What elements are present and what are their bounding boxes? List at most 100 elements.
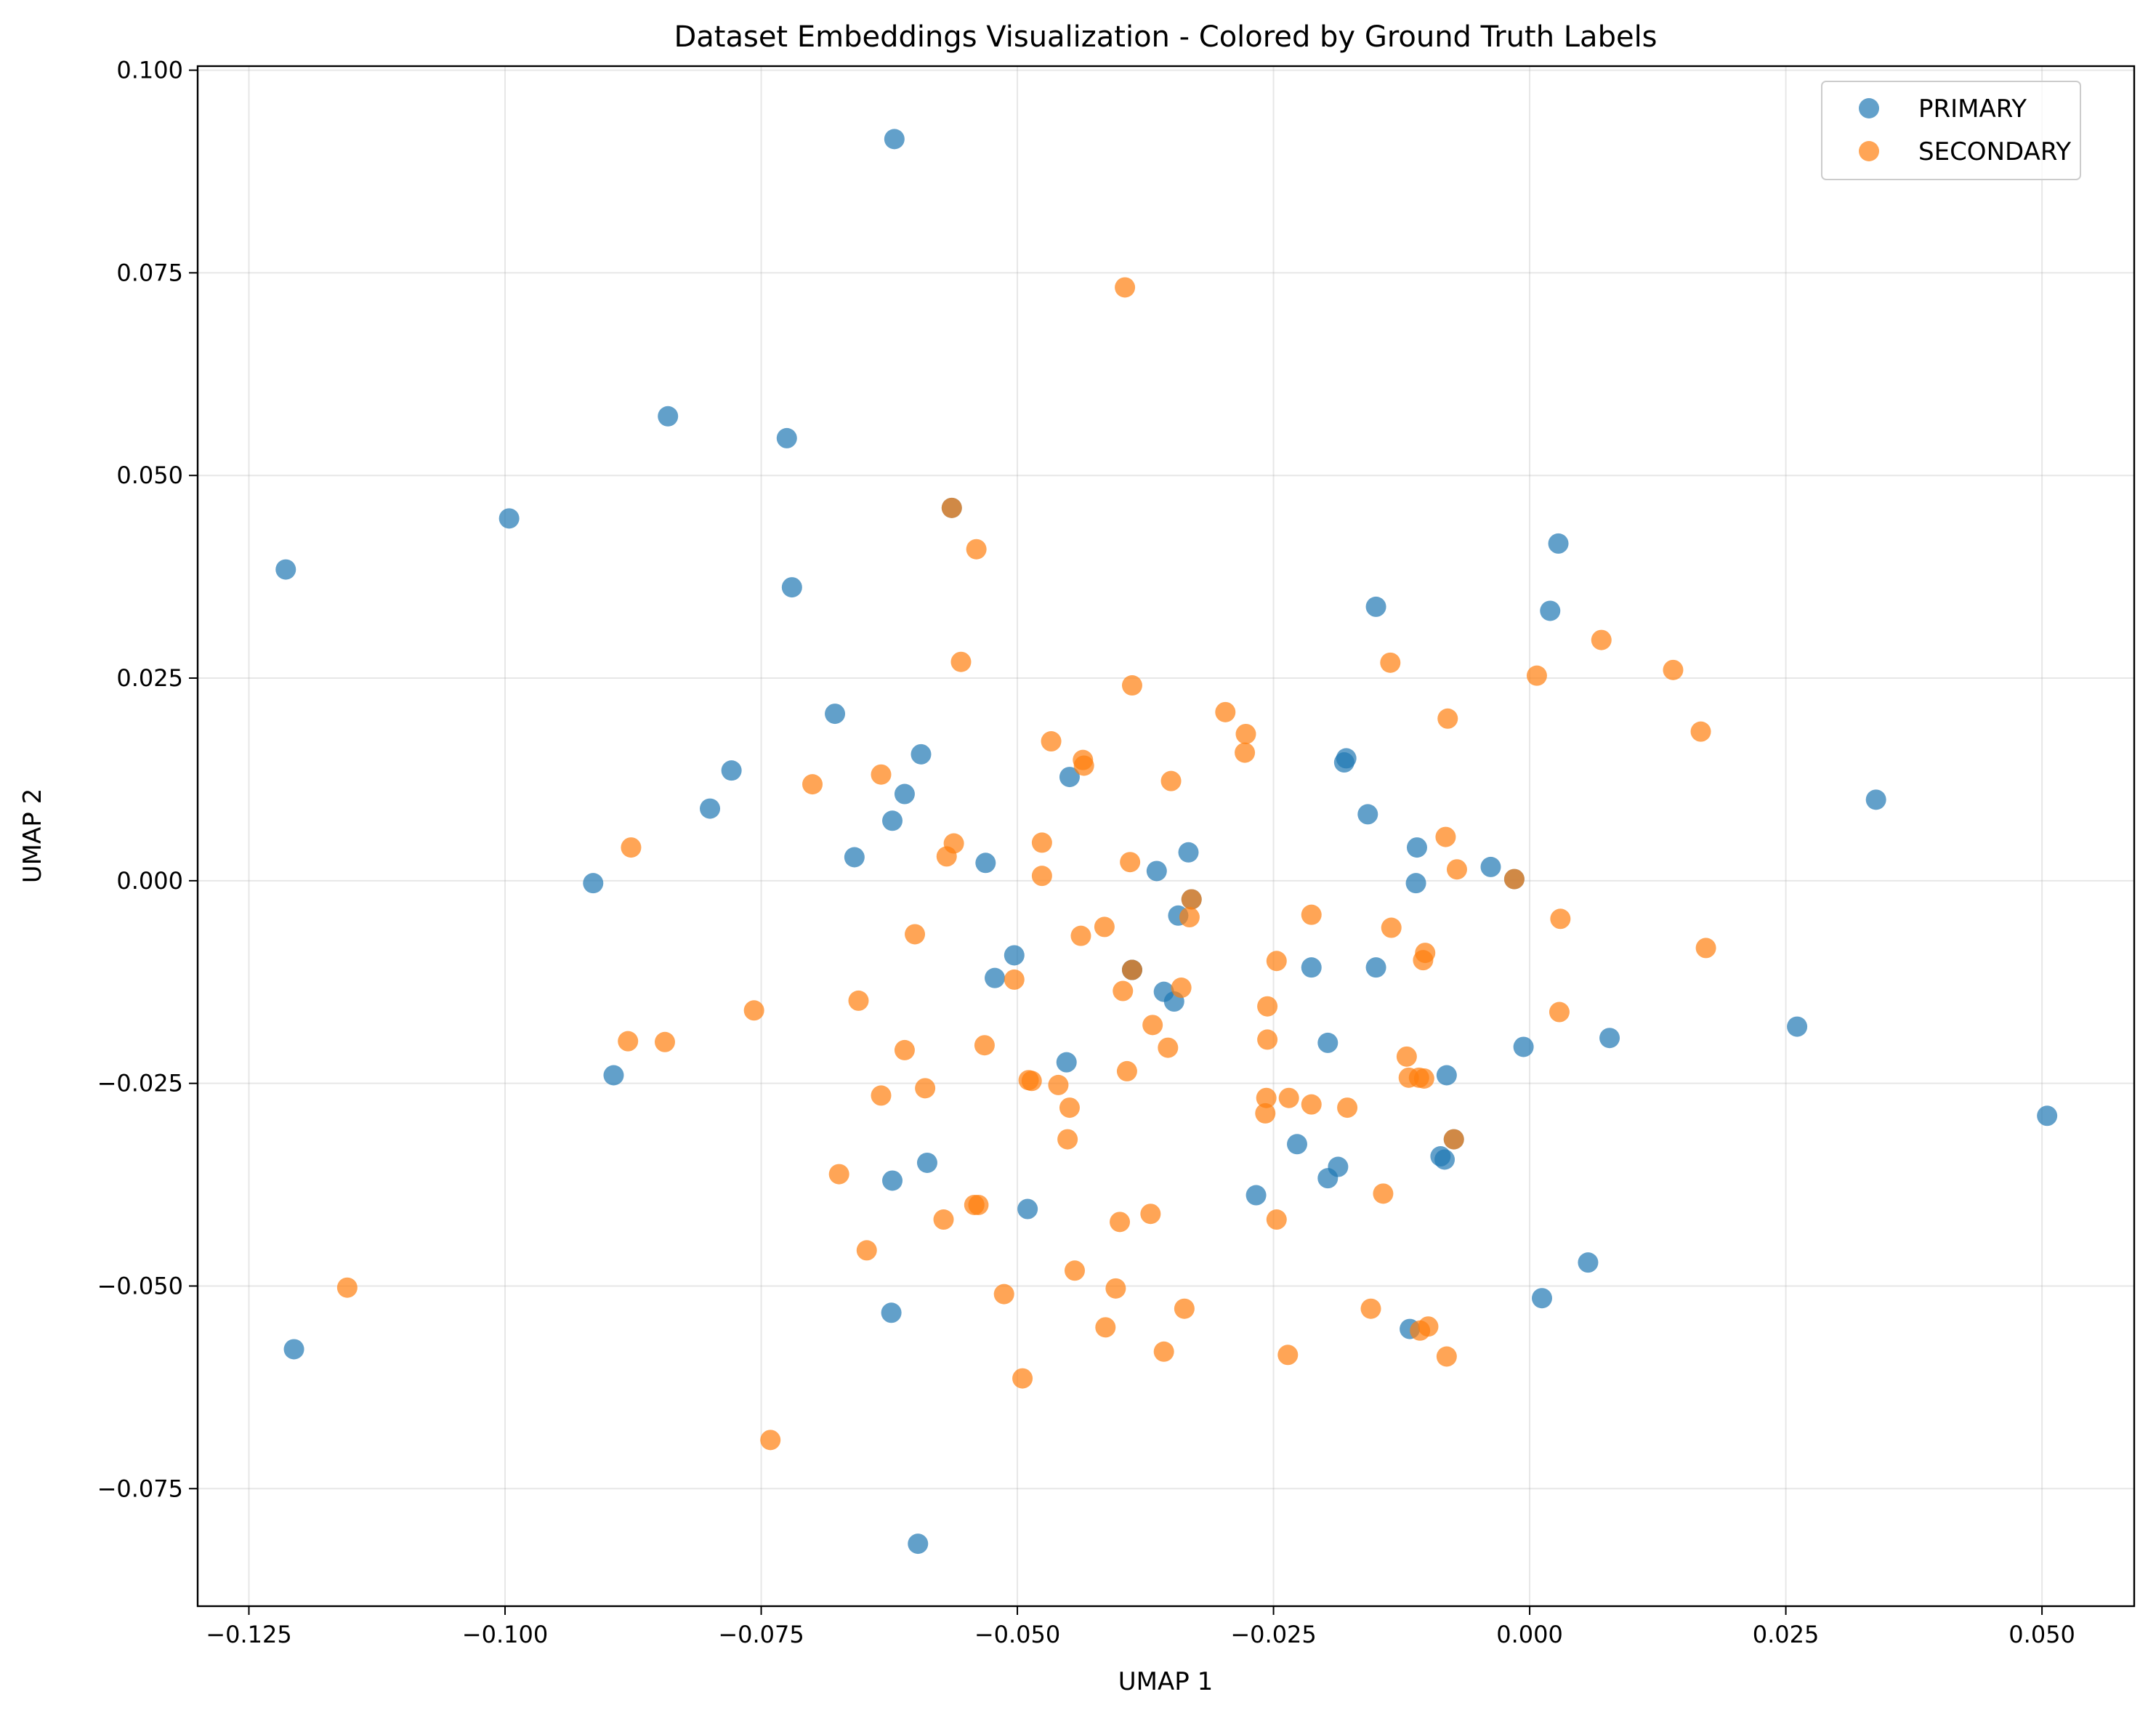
grid-lines [198, 66, 2134, 1606]
data-point-secondary [1695, 938, 1716, 959]
data-point-secondary [618, 1031, 639, 1052]
data-point-secondary [856, 1240, 877, 1261]
data-point-secondary [1095, 1317, 1116, 1338]
data-point-secondary [1073, 755, 1094, 776]
data-point-primary [1787, 1016, 1808, 1037]
y-axis-label: UMAP 2 [18, 789, 47, 883]
data-point-primary [721, 760, 742, 781]
data-point-primary [1531, 1288, 1552, 1309]
data-point-secondary [993, 1283, 1014, 1305]
data-point-secondary [1266, 1209, 1287, 1230]
legend-label-secondary: SECONDARY [1918, 137, 2071, 166]
data-point-primary [844, 847, 865, 868]
data-point-secondary [802, 774, 823, 795]
data-point-secondary [950, 651, 972, 672]
legend-box [1821, 81, 2081, 180]
data-point-secondary [1278, 1087, 1299, 1108]
data-point-secondary [1065, 1260, 1086, 1281]
data-point-primary [2037, 1105, 2058, 1126]
data-point-secondary [1591, 629, 1612, 650]
data-point-primary [1059, 767, 1080, 788]
data-point-primary [1286, 1134, 1307, 1155]
data-point-primary [1056, 1052, 1077, 1073]
data-point-secondary [871, 1085, 892, 1106]
data-point-secondary [974, 1035, 995, 1056]
data-point-primary [781, 577, 802, 598]
data-point-secondary [760, 1430, 781, 1451]
x-tick-label: 0.050 [2008, 1621, 2075, 1648]
data-point-primary [985, 967, 1006, 988]
x-tick-label: 0.000 [1496, 1621, 1563, 1648]
data-point-primary [1301, 957, 1322, 978]
data-point-secondary [1113, 980, 1134, 1001]
data-point-secondary [1235, 723, 1256, 744]
x-tick-label: 0.025 [1753, 1621, 1820, 1648]
y-tick-label: −0.025 [97, 1070, 183, 1097]
data-point-secondary [1550, 908, 1571, 930]
data-point-primary [700, 798, 721, 819]
data-point-secondary [1549, 1001, 1570, 1023]
data-point-secondary [1048, 1074, 1069, 1095]
data-point-secondary [1413, 950, 1434, 971]
data-point-secondary [1301, 1094, 1322, 1115]
data-point-secondary [1235, 742, 1256, 763]
data-point-secondary [1116, 1060, 1137, 1081]
data-point-primary [916, 1152, 937, 1173]
legend: PRIMARY SECONDARY [1821, 81, 2081, 180]
data-point-primary [894, 783, 915, 805]
data-point-secondary [1070, 925, 1091, 946]
data-point-secondary [871, 764, 892, 785]
data-point-secondary [1021, 1071, 1042, 1092]
y-tick-label: 0.100 [116, 57, 183, 84]
data-point-secondary [621, 837, 642, 858]
data-point-secondary [1105, 1278, 1126, 1299]
data-point-secondary [1277, 1345, 1299, 1366]
chart-title: Dataset Embeddings Visualization - Color… [674, 20, 1657, 54]
legend-marker-secondary [1859, 141, 1879, 161]
data-point-secondary [1057, 1129, 1078, 1150]
scatter-points [275, 129, 2058, 1555]
data-point-primary [1548, 533, 1569, 554]
data-point-secondary [828, 1164, 849, 1185]
data-point-secondary [1360, 1298, 1381, 1319]
data-point-secondary [1443, 1129, 1464, 1150]
data-point-primary [975, 853, 996, 874]
data-point-secondary [1435, 826, 1456, 847]
x-tick-label: −0.100 [462, 1621, 548, 1648]
data-point-secondary [1503, 868, 1525, 890]
data-point-primary [884, 129, 905, 150]
data-point-primary [1436, 1065, 1457, 1086]
data-point-secondary [968, 1194, 989, 1215]
data-point-secondary [1179, 907, 1200, 928]
y-tick-label: −0.050 [97, 1272, 183, 1299]
data-point-secondary [1408, 1067, 1429, 1088]
data-point-secondary [1181, 889, 1202, 910]
data-point-secondary [915, 1078, 936, 1099]
data-point-secondary [1337, 1097, 1358, 1119]
data-point-secondary [848, 990, 869, 1011]
data-point-secondary [966, 539, 987, 560]
data-point-primary [1540, 600, 1561, 621]
data-point-secondary [1257, 1029, 1278, 1050]
data-point-secondary [1663, 659, 1684, 680]
data-point-secondary [1255, 1103, 1276, 1124]
data-point-secondary [1121, 675, 1142, 696]
y-tick-label: 0.050 [116, 462, 183, 489]
data-point-primary [1333, 752, 1354, 773]
data-point-secondary [1396, 1046, 1417, 1067]
data-point-primary [498, 508, 520, 529]
data-point-secondary [654, 1031, 675, 1052]
data-point-secondary [1115, 277, 1136, 298]
data-point-primary [1357, 804, 1378, 825]
data-point-primary [1365, 596, 1386, 617]
data-point-primary [1599, 1028, 1620, 1049]
data-point-secondary [1110, 1212, 1131, 1233]
data-point-secondary [936, 846, 957, 867]
data-point-secondary [1257, 996, 1278, 1017]
data-point-primary [1146, 860, 1167, 882]
data-point-primary [1406, 837, 1427, 858]
data-point-secondary [743, 1000, 764, 1021]
data-point-secondary [1140, 1204, 1161, 1225]
data-point-primary [1405, 873, 1426, 894]
